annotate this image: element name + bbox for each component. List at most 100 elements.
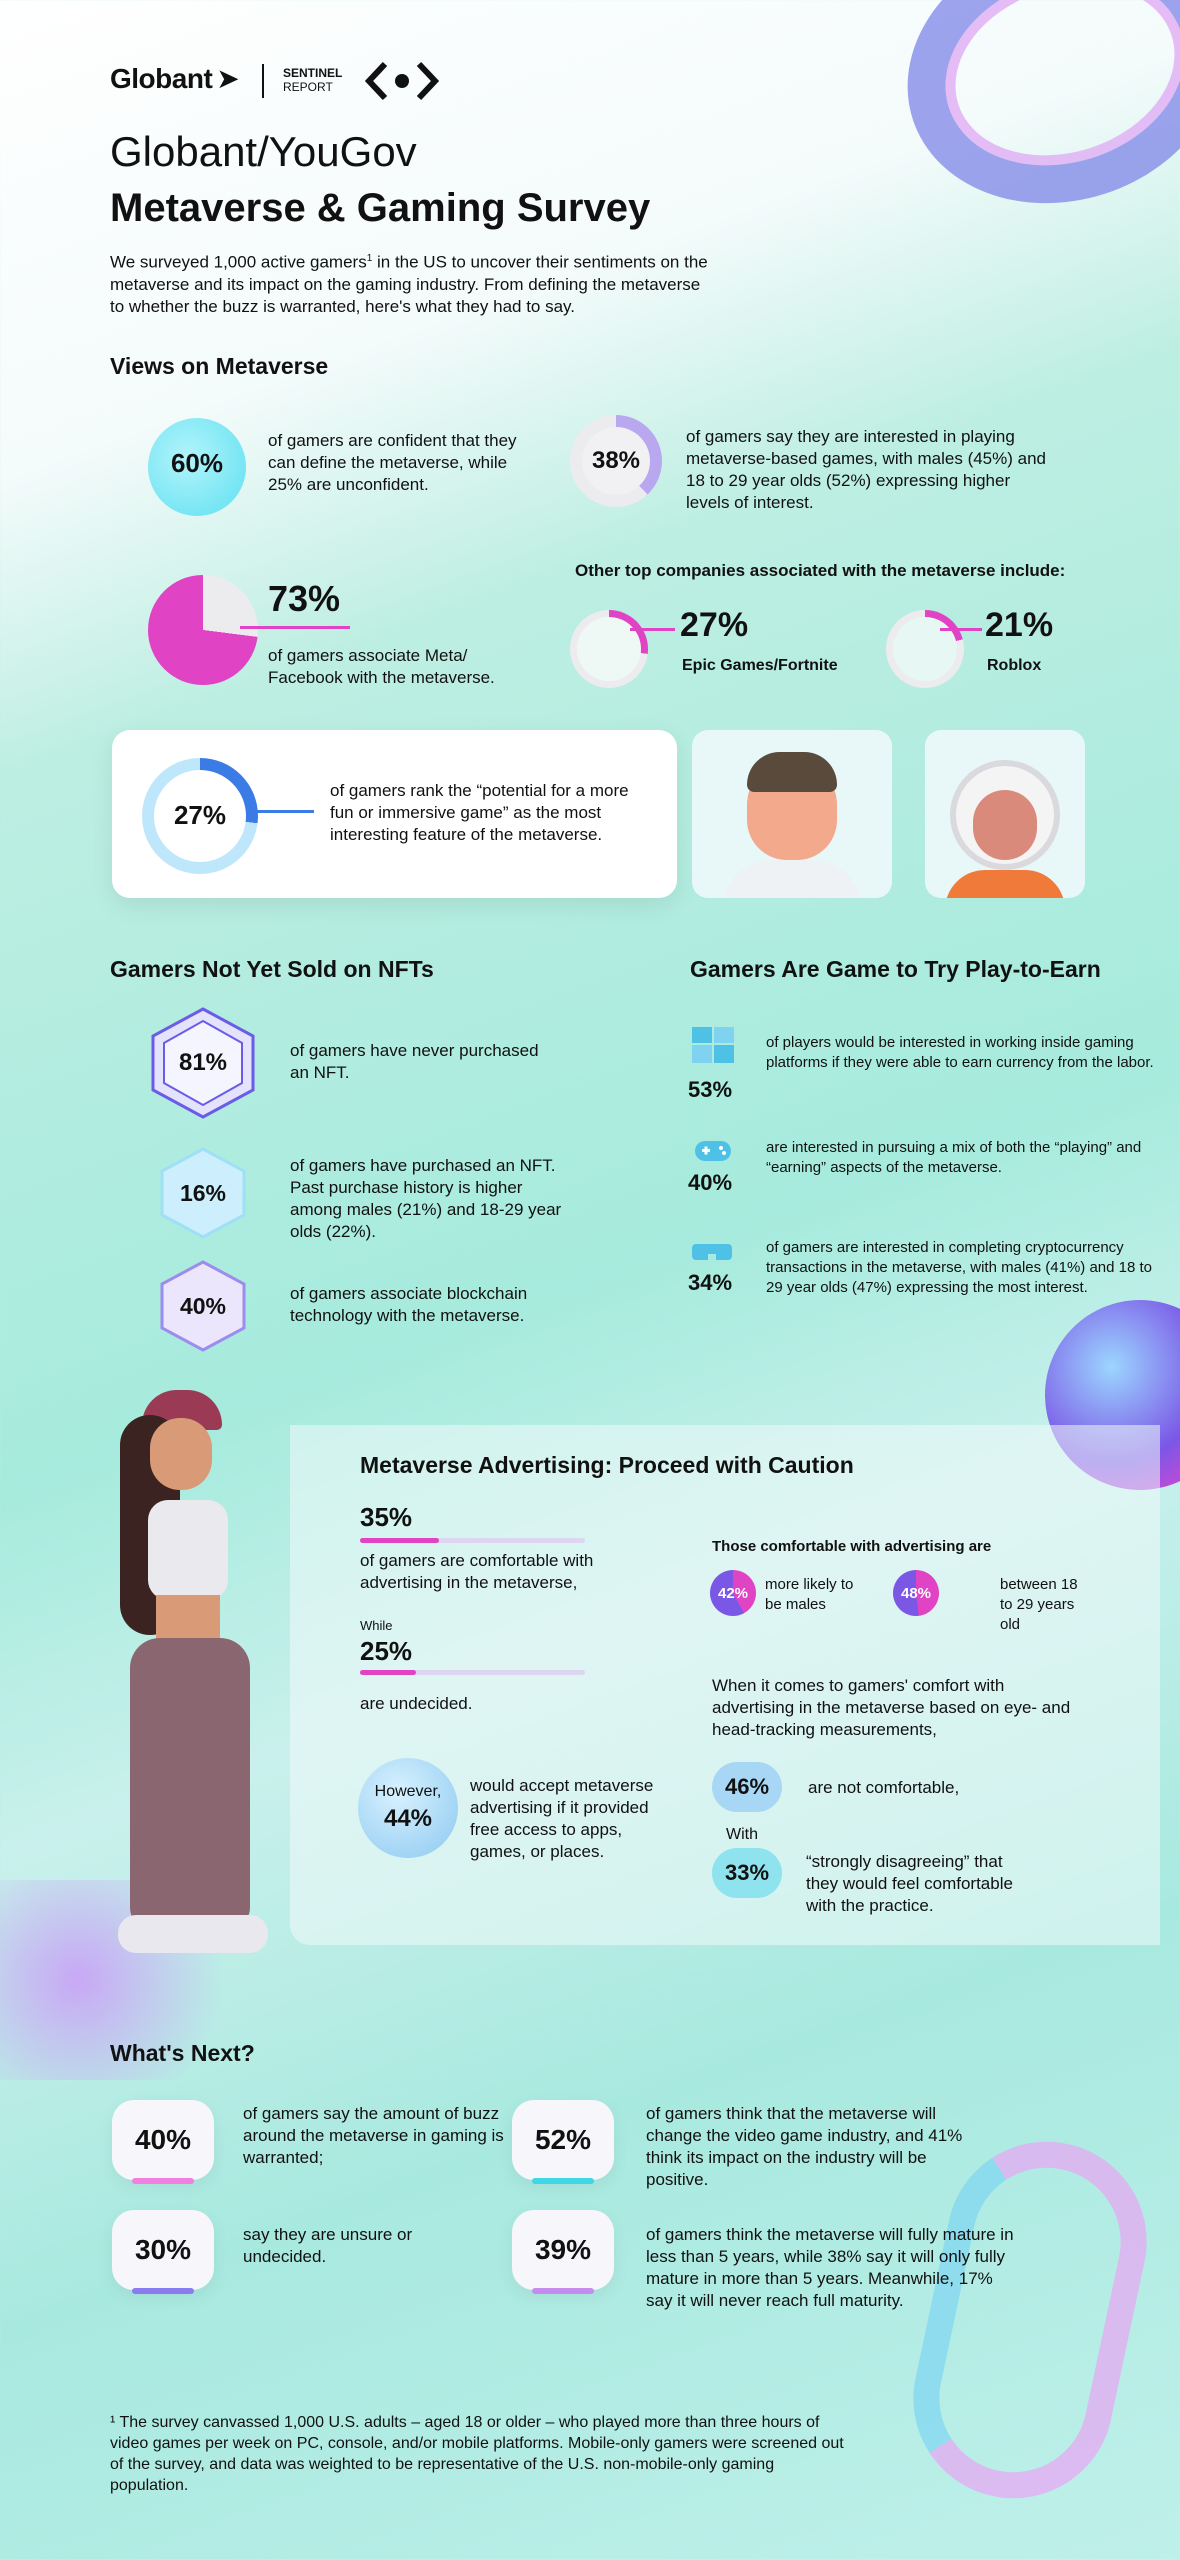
gamepad-icon [693, 1137, 733, 1165]
decor-torus-top-right [872, 0, 1180, 244]
next-text: say they are unsure or undecided. [243, 2225, 413, 2266]
next-heading: What's Next? [110, 2040, 255, 2066]
globant-logo: Globant ➤ [110, 63, 240, 94]
fun-pointer-line [252, 810, 314, 813]
next-percent: 40% [134, 2124, 192, 2155]
p2e-text: are interested in pursuing a mix of both… [766, 1139, 1142, 1176]
ads-males-percent: 42% [717, 1584, 749, 1602]
nft-percent: 16% [179, 1179, 227, 1206]
nft-percent: 81% [178, 1049, 228, 1076]
next-percent: 52% [534, 2124, 592, 2155]
p2e-text: of players would be interested in workin… [766, 1034, 1154, 1071]
footnote: ¹ The survey canvassed 1,000 U.S. adults… [110, 2414, 844, 2494]
fun-ring-inner [154, 770, 246, 862]
p2e-percent: 34% [688, 1270, 733, 1295]
nft-text: of gamers have never purchased an NFT. [290, 1041, 539, 1082]
ads-comfortable-track [360, 1538, 585, 1543]
roblox-label: Roblox [987, 657, 1042, 674]
meta-text: of gamers associate Meta/ Facebook with … [268, 646, 495, 687]
next-pill-glow [132, 2288, 194, 2294]
next-text: of gamers think the metaverse will fully… [646, 2225, 1014, 2310]
ads-undecided-percent: 25% [360, 1636, 413, 1666]
vr-headset-icon [690, 1240, 734, 1264]
ads-comfortable-percent: 35% [360, 1502, 413, 1532]
ads-however-text: would accept metaverse advertising if it… [470, 1776, 654, 1861]
nft-hexagon-16: 16% [155, 1145, 251, 1241]
nft-percent: 40% [179, 1292, 227, 1319]
girl-top [148, 1500, 228, 1600]
avatar-card-astronaut [925, 730, 1085, 898]
gamer-girl-illustration [90, 1380, 300, 1980]
ads-males-text: more likely to be males [765, 1576, 854, 1613]
sentinel-report-label: SENTINEL REPORT [283, 66, 343, 94]
ads-males-bubble: 42% [710, 1570, 756, 1616]
next-pill-39: 39% [512, 2210, 614, 2294]
next-text: of gamers think that the metaverse will … [646, 2104, 963, 2189]
nft-text: of gamers associate blockchain technolog… [290, 1284, 528, 1325]
roblox-ring-inner [893, 617, 957, 681]
ads-however-circle [358, 1758, 458, 1858]
ads-not-comfortable-percent: 46% [724, 1774, 770, 1799]
nft-text: of gamers have purchased an NFT. Past pu… [290, 1156, 562, 1241]
epic-label: Epic Games/Fortnite [682, 657, 838, 674]
sentinel-logo-icon [364, 60, 440, 107]
nft-hexagon-81: 81% [145, 1005, 261, 1121]
next-percent: 30% [134, 2234, 192, 2265]
ads-comfortable-heading: Those comfortable with advertising are [712, 1538, 992, 1555]
ads-not-comfortable-badge: 46% [712, 1762, 782, 1812]
define-percent-circle [148, 418, 246, 516]
ads-not-comfortable-text: are not comfortable, [808, 1778, 960, 1797]
meta-percent: 73% [268, 578, 341, 619]
next-pill-glow [132, 2178, 194, 2184]
girl-waist [156, 1595, 220, 1640]
ads-however-percent: 44% [383, 1805, 433, 1832]
girl-pants [130, 1638, 250, 1928]
ads-heading: Metaverse Advertising: Proceed with Caut… [360, 1452, 854, 1478]
meta-pie-chart [148, 575, 258, 685]
ads-undecided-bar [360, 1670, 417, 1675]
girl-shoes [118, 1915, 268, 1953]
meta-pointer-line [240, 626, 350, 629]
man-coat [722, 860, 862, 898]
ads-comfortable-bar [360, 1538, 439, 1543]
ads-comfortable-text: of gamers are comfortable with advertisi… [360, 1551, 594, 1592]
define-text: of gamers are confident that they can de… [268, 431, 517, 494]
p2e-heading: Gamers Are Game to Try Play-to-Earn [690, 956, 1101, 982]
girl-face [150, 1418, 212, 1490]
nfts-heading: Gamers Not Yet Sold on NFTs [110, 956, 434, 982]
next-pill-glow [532, 2288, 594, 2294]
next-pill-30: 30% [112, 2210, 214, 2294]
next-text: of gamers say the amount of buzz around … [243, 2104, 504, 2167]
avatar-card-man [692, 730, 892, 898]
man-hair [747, 752, 837, 792]
next-pill-40: 40% [112, 2100, 214, 2184]
epic-pointer-line [630, 628, 675, 631]
next-pill-glow [532, 2178, 594, 2184]
p2e-text: of gamers are interested in completing c… [766, 1239, 1153, 1296]
ads-strongly-percent: 33% [724, 1860, 770, 1885]
ads-age-bubble: 48% [893, 1570, 939, 1616]
intro-text: We surveyed 1,000 active gamers1 in the … [110, 252, 708, 316]
ads-while-label: While [360, 1618, 393, 1633]
fun-percent: 27% [173, 800, 227, 830]
ads-undecided-text: are undecided. [360, 1694, 473, 1713]
roblox-pointer-line [940, 628, 982, 631]
interest-percent: 38% [591, 447, 641, 474]
other-companies-heading: Other top companies associated with the … [575, 561, 1066, 580]
ads-strongly-badge: 33% [712, 1848, 782, 1898]
next-percent: 39% [534, 2234, 592, 2265]
roblox-percent: 21% [985, 606, 1054, 644]
header-divider [262, 64, 264, 98]
ads-with-label: With [726, 1826, 758, 1843]
nft-hexagon-40: 40% [155, 1258, 251, 1354]
interest-text: of gamers say they are interested in pla… [686, 427, 1046, 512]
ads-however-label: However, [374, 1783, 442, 1800]
astronaut-face [973, 790, 1037, 860]
page-title: Metaverse & Gaming Survey [110, 186, 651, 230]
epic-ring-inner [577, 617, 641, 681]
astronaut-suit [945, 870, 1065, 898]
fun-text: of gamers rank the “potential for a more… [330, 781, 629, 844]
epic-percent: 27% [680, 606, 749, 644]
ads-strongly-text: “strongly disagreeing” that they would f… [806, 1852, 1013, 1915]
ads-undecided-track [360, 1670, 585, 1675]
